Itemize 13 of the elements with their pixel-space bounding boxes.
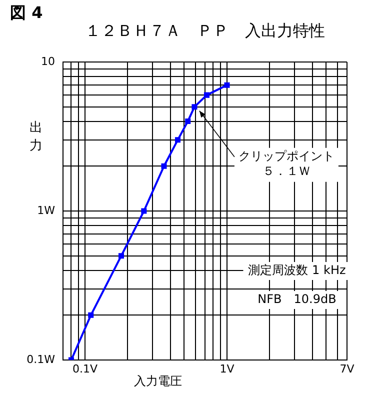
y-axis-title: 出力 [30,120,42,154]
x-tick-label: 0.1V [72,362,98,376]
x-tick-label: 7V [340,362,355,376]
chart-title: 図 4 [10,3,43,22]
y-tick-label: 10 [41,54,55,68]
x-tick-label: 1V [220,362,235,376]
x-axis-title: 入力電圧 [134,374,182,388]
annotation: NFB 10.9dB [258,292,336,306]
chart-subtitle: １２ＢＨ７Ａ ＰＰ 入出力特性 [85,21,325,40]
y-tick-label: 0.1W [26,352,56,366]
annotation: 測定周波数 1 kHz [248,263,346,278]
annotation: クリップポイント５．１Ｗ [238,148,334,178]
y-tick-label: 1W [37,204,56,217]
